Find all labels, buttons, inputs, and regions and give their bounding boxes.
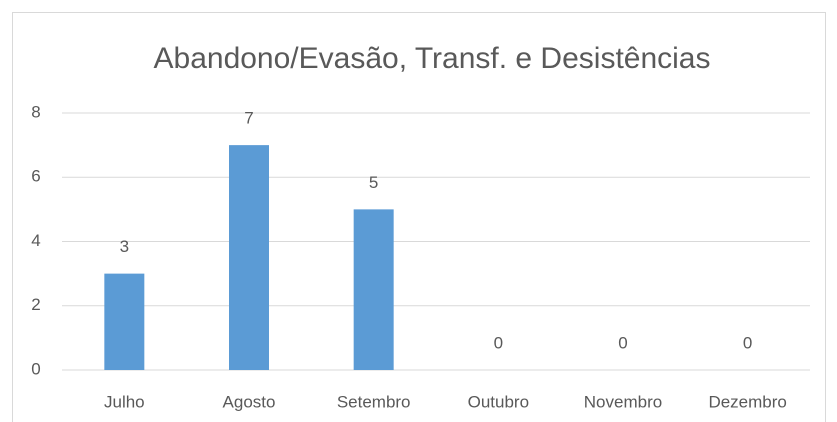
x-tick-label: Dezembro	[708, 392, 786, 411]
data-label: 3	[120, 237, 129, 256]
bar	[353, 209, 394, 370]
y-tick-label: 8	[31, 102, 40, 121]
x-tick-label: Novembro	[584, 392, 662, 411]
x-tick-label: Setembro	[337, 392, 411, 411]
data-label: 0	[618, 333, 627, 352]
data-label: 5	[369, 173, 378, 192]
chart-title: Abandono/Evasão, Transf. e Desistências	[154, 42, 711, 75]
y-tick-label: 4	[31, 231, 40, 250]
bar	[229, 145, 269, 370]
y-tick-label: 2	[31, 295, 40, 314]
data-label: 0	[494, 333, 503, 352]
x-tick-label: Julho	[104, 392, 145, 411]
data-label: 0	[743, 333, 752, 352]
data-label: 7	[244, 109, 253, 128]
x-tick-label: Outubro	[468, 392, 529, 411]
x-tick-label: Agosto	[223, 392, 276, 411]
chart-border	[12, 12, 826, 422]
bar	[104, 273, 145, 370]
y-tick-label: 6	[31, 167, 40, 186]
y-tick-label: 0	[31, 359, 40, 378]
